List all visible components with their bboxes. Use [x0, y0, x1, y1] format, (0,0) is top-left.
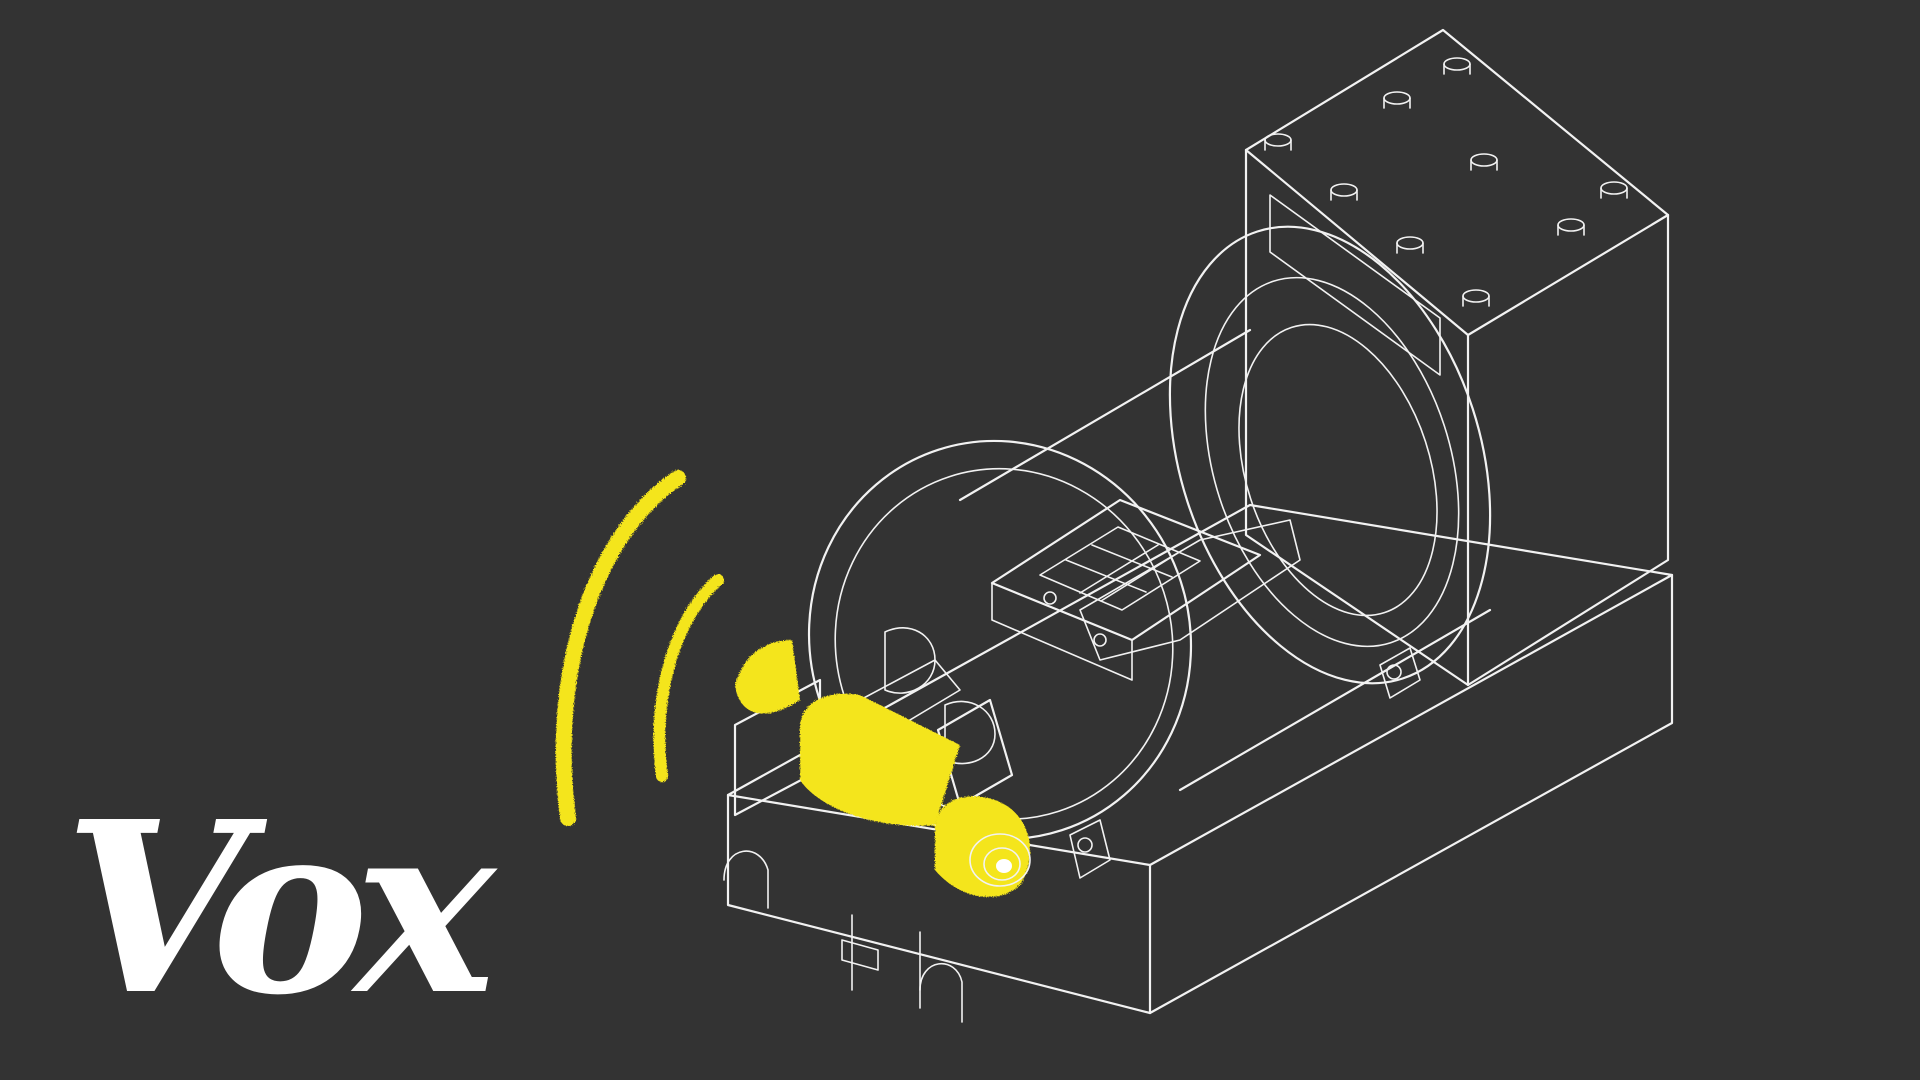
bolt-heads: [1264, 57, 1628, 307]
base-platform: [723, 503, 1674, 1023]
terminal-box: [990, 498, 1262, 681]
shaft-end-rings: [969, 833, 1031, 887]
motor-feet: [1069, 647, 1421, 879]
vibration-arc-inner: [653, 574, 724, 782]
motor-housing: [807, 225, 1492, 841]
vibration-arcs: [555, 470, 724, 826]
vox-logo: Vox: [64, 769, 496, 1047]
rotor-shaft: [735, 640, 1031, 897]
vibration-arc-outer: [555, 470, 686, 826]
control-box: [1244, 28, 1670, 687]
